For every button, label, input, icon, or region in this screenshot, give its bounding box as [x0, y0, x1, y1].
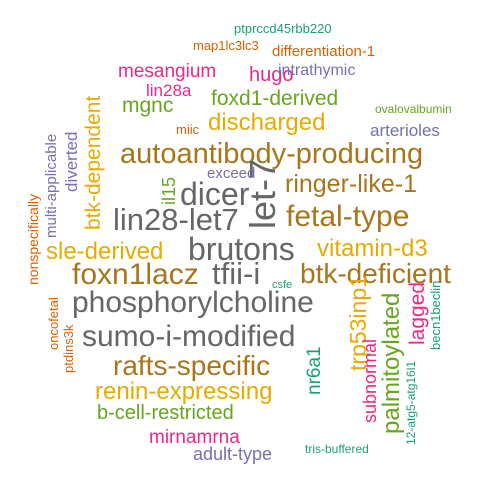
word: let-7	[242, 158, 283, 229]
word: nr6a1	[304, 346, 325, 395]
word: tfii-i	[212, 256, 261, 291]
word: miic	[176, 122, 200, 137]
word: fetal-type	[286, 200, 410, 233]
word: lin28-let7	[113, 202, 239, 237]
word: ptdins3k	[61, 324, 76, 373]
word: diverted	[62, 131, 81, 192]
word: palmitoylated	[378, 292, 405, 434]
word: lagged	[406, 281, 429, 345]
word: mirnamrna	[149, 427, 240, 448]
word: intrathymic	[278, 62, 356, 79]
word: adult-type	[193, 444, 273, 464]
word: brutons	[188, 231, 295, 267]
word: lin28a	[146, 81, 192, 100]
word: autoantibody-producing	[120, 138, 424, 170]
word: ringer-like-1	[285, 170, 417, 198]
word: btk-dependent	[82, 95, 105, 230]
word: sle-derived	[46, 238, 164, 265]
word: phosphorylcholine	[72, 286, 314, 319]
word: mesangium	[118, 61, 217, 82]
word: subnormal	[360, 338, 380, 423]
word: ovalovalbumin	[375, 102, 452, 116]
word: discharged	[208, 109, 326, 136]
word: b-cell-restricted	[97, 402, 234, 424]
word: csfe	[272, 279, 293, 291]
word: oncofetal	[46, 297, 61, 350]
word: hugo	[249, 64, 294, 86]
word: vitamin-d3	[317, 235, 428, 262]
word: becn1beclin	[428, 280, 443, 350]
word: exceed	[207, 165, 256, 182]
word: dicer	[180, 176, 250, 212]
word: map1lc3lc3	[193, 38, 259, 53]
word: differentiation-1	[272, 43, 376, 60]
word: ptprccd45rbb220	[234, 21, 332, 36]
word: tris-buffered	[305, 442, 369, 456]
word: rafts-specific	[113, 350, 271, 381]
word: btk-deficient	[300, 258, 451, 289]
word: sumo-i-modified	[82, 320, 296, 353]
word: nonspecifically	[25, 193, 41, 285]
word: 12-atg5-atg16l1	[404, 360, 418, 445]
word: arterioles	[370, 121, 440, 140]
word: renin-expressing	[95, 378, 273, 405]
word: multi-applicable	[43, 133, 60, 238]
word: foxd1-derived	[211, 87, 339, 110]
word: il15	[159, 176, 179, 205]
word: mgnc	[122, 94, 174, 117]
word: foxn1lacz	[72, 258, 199, 291]
